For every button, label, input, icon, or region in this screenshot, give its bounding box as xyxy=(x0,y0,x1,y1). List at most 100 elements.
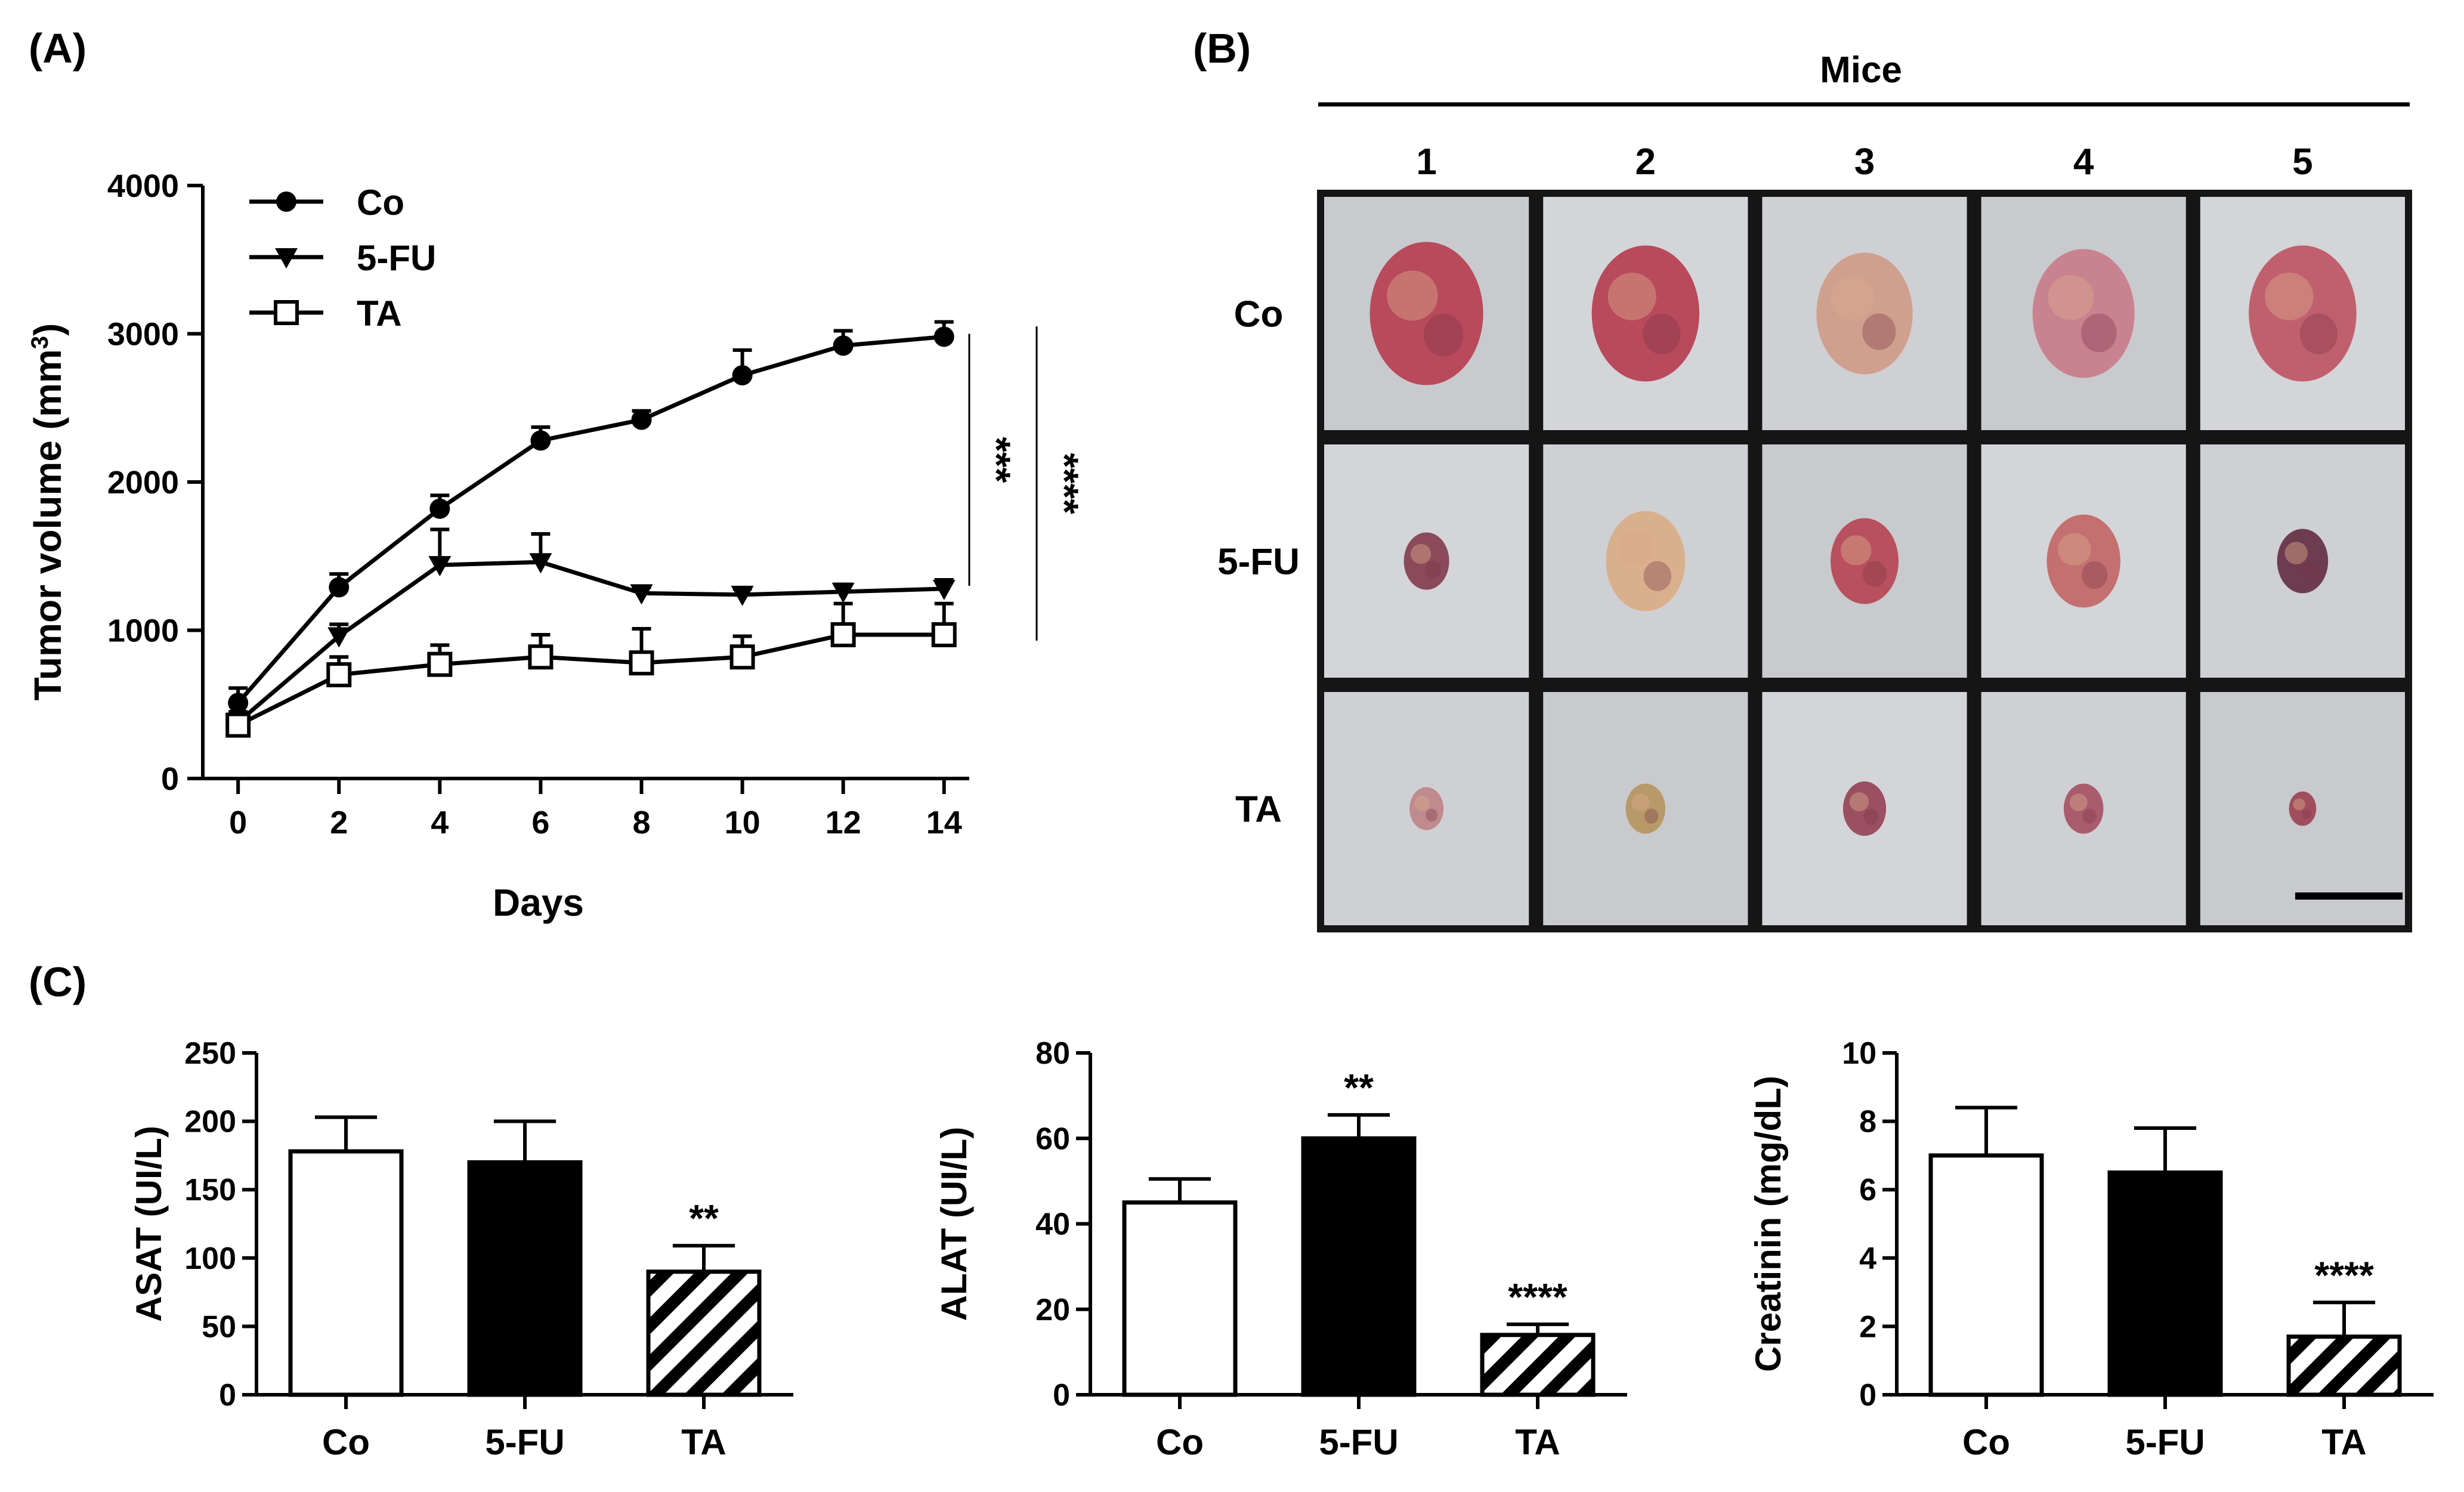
tumor-highlight xyxy=(1831,277,1875,320)
creatinin-bar-chart: 0 2 4 6 8 10 Creatinin (mg/dL) Co 5-FU TA **** xyxy=(1748,1036,2434,1462)
x-tick-label: 5-FU xyxy=(485,1422,564,1462)
x-tick-label: 14 xyxy=(926,805,962,841)
tumor-shadow xyxy=(1426,808,1438,822)
series-5fu xyxy=(227,527,956,734)
tumor-shadow xyxy=(1862,313,1896,350)
mouse-column-label: 4 xyxy=(2073,141,2094,183)
x-axis-label: Days xyxy=(493,881,584,924)
data-point xyxy=(732,365,753,386)
significance-label: *** xyxy=(975,437,1019,483)
significance-label: ** xyxy=(689,1197,719,1240)
legend-marker xyxy=(275,248,298,268)
data-point xyxy=(631,409,652,430)
tumor-specimen xyxy=(1606,511,1686,611)
tumor-shadow xyxy=(2299,313,2338,354)
tumor-shadow xyxy=(1644,808,1659,824)
series-ta xyxy=(225,601,957,738)
bar xyxy=(2286,1335,2402,1397)
data-point xyxy=(528,644,554,670)
legend-label: TA xyxy=(357,294,402,333)
tumor-highlight xyxy=(2069,793,2088,811)
x-tick-label: 0 xyxy=(229,805,247,841)
y-tick-label: 200 xyxy=(184,1105,236,1139)
y-tick-label: 0 xyxy=(219,1378,236,1413)
tumor-highlight xyxy=(1849,792,1869,812)
tumor-highlight xyxy=(1414,795,1430,811)
data-point xyxy=(731,585,754,606)
data-point xyxy=(327,627,351,648)
y-tick-label: 150 xyxy=(184,1173,236,1207)
tumor-shadow xyxy=(2301,561,2320,580)
tumor-specimen xyxy=(2032,249,2135,378)
tumor-highlight xyxy=(1841,535,1872,566)
bar xyxy=(646,1269,762,1397)
mouse-column-label: 1 xyxy=(1416,141,1436,183)
legend-marker xyxy=(276,191,296,212)
tumor-highlight xyxy=(2057,533,2091,566)
significance-label: **** xyxy=(2314,1253,2374,1296)
data-point xyxy=(228,693,249,713)
y-axis-label-end: ) xyxy=(26,323,69,336)
tumor-shadow xyxy=(2302,808,2312,819)
x-tick-label: 4 xyxy=(431,805,449,841)
data-point xyxy=(933,326,954,347)
y-tick-label: 10 xyxy=(1842,1036,1876,1071)
treatment-row-label: Co xyxy=(1234,294,1284,335)
y-tick-label: 250 xyxy=(184,1036,236,1071)
legend-label: 5-FU xyxy=(357,238,436,278)
tumor-shadow xyxy=(2082,808,2097,824)
panel-label-b: (B) xyxy=(1193,25,1251,72)
x-tick-label: 5-FU xyxy=(1319,1422,1398,1462)
series-co xyxy=(228,320,954,713)
y-axis-label: Creatinin (mg/dL) xyxy=(1748,1076,1788,1372)
x-tick-label: Co xyxy=(1156,1422,1204,1462)
y-tick-label: 0 xyxy=(1053,1378,1070,1413)
tumor-highlight xyxy=(2048,274,2094,320)
x-tick-label: TA xyxy=(1515,1422,1560,1462)
tumor-highlight xyxy=(1411,543,1432,564)
tumor-highlight xyxy=(1607,273,1656,320)
legend: Co 5-FU TA xyxy=(249,183,436,333)
data-point xyxy=(329,577,350,598)
data-point xyxy=(428,556,452,577)
x-tick-label: 2 xyxy=(330,805,348,841)
asat-bar-chart: 0 50 100 150 200 250 ASAT (UI/L) Co 5-FU TA ** xyxy=(129,1036,793,1462)
mouse-column-label: 2 xyxy=(1636,141,1656,183)
data-point xyxy=(427,651,453,677)
y-axis-label: ASAT (UI/L) xyxy=(129,1126,169,1322)
x-tick-label: 6 xyxy=(531,805,549,841)
tumor-shadow xyxy=(1423,313,1464,357)
tumor-shadow xyxy=(2080,313,2117,353)
y-tick-label: 80 xyxy=(1035,1036,1070,1071)
y-axis-label-sup: 3 xyxy=(27,336,53,349)
tumor-specimen xyxy=(2277,529,2329,594)
x-tick-label: 5-FU xyxy=(2125,1422,2205,1462)
bar xyxy=(1928,1153,2044,1397)
data-point xyxy=(429,498,450,519)
y-axis-label: Tumor volume (mm3) xyxy=(26,323,69,701)
tumor-specimen xyxy=(1625,783,1666,834)
x-tick-label: 10 xyxy=(725,805,760,841)
data-point xyxy=(831,582,855,603)
tumor-shadow xyxy=(1643,313,1681,354)
alat-bar-chart: 0 20 40 60 80 ALAT (UI/L) Co 5-FU ** TA **** xyxy=(934,1036,1627,1462)
x-tick-label: TA xyxy=(681,1422,726,1462)
bar xyxy=(288,1149,404,1397)
y-tick-label: 40 xyxy=(1035,1207,1070,1242)
treatment-row-label: 5-FU xyxy=(1217,542,1300,583)
panel-label-a: (A) xyxy=(29,25,86,72)
tumor-shadow xyxy=(1863,808,1879,825)
tumor-specimen xyxy=(2249,245,2357,382)
tumor-highlight xyxy=(1618,531,1654,566)
data-point xyxy=(530,430,551,451)
y-tick-label: 0 xyxy=(1859,1378,1876,1413)
legend-marker xyxy=(274,300,299,325)
tumor-shadow xyxy=(2082,561,2108,589)
photo-header: Mice xyxy=(1820,50,1902,91)
x-tick-label: 12 xyxy=(826,805,861,841)
y-tick-label: 0 xyxy=(161,761,179,797)
bar xyxy=(1122,1200,1238,1397)
tumor-shadow xyxy=(1863,561,1887,587)
tumor-specimen xyxy=(1403,532,1449,590)
